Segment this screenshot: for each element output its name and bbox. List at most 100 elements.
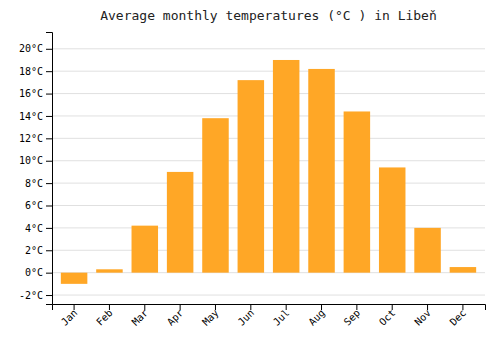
y-tick-mark [46,273,52,274]
x-tick-mark [250,304,251,310]
y-axis-line [46,33,53,305]
y-tick: -2°C [19,290,52,301]
x-tick-mark [392,304,393,310]
x-tick-mark [286,304,287,310]
x-tick-mark [74,304,75,310]
y-tick-mark [46,138,52,139]
bar [273,60,300,273]
x-axis-line [53,305,486,311]
bar [238,80,265,273]
bar [379,167,406,272]
y-tick-mark [46,250,52,251]
x-tick-label: Apr [165,307,186,328]
bar [61,273,88,284]
x-tick-label: Nov [412,307,433,328]
x-tick-label: Aug [306,307,327,328]
grid-line [52,295,485,296]
y-tick-mark [46,295,52,296]
x-tick: Mar [130,304,151,328]
x-tick-label: Sep [342,307,363,328]
grid-line [52,71,485,72]
bar [450,267,477,273]
y-tick: 20°C [19,43,52,54]
y-tick-label: 10°C [19,155,43,166]
x-tick-mark [109,304,110,310]
y-tick-label: 18°C [19,66,43,77]
grid-line [52,138,485,139]
y-tick-label: 16°C [19,88,43,99]
bar [202,118,229,272]
y-tick-mark [46,161,52,162]
bar [344,111,371,272]
y-tick-label: 20°C [19,43,43,54]
x-tick-mark [215,304,216,310]
x-tick-mark [356,304,357,310]
y-tick-mark [46,94,52,95]
x-axis: Jan Feb Mar Apr May Jun Jul Aug Sep Oct Nov Dec [53,304,486,328]
grid-line [52,205,485,206]
x-tick-mark [462,304,463,310]
x-tick: Dec [448,304,469,328]
x-tick: Feb [94,304,115,328]
y-tick-label: 12°C [19,133,43,144]
x-tick-mark [144,304,145,310]
bar [96,269,123,272]
y-tick-mark [46,71,52,72]
y-tick-label: 0°C [25,267,43,278]
y-tick-label: 2°C [25,245,43,256]
y-tick: 12°C [19,133,52,144]
bar [414,228,441,273]
x-tick-mark [321,304,322,310]
x-tick-label: Dec [448,307,469,328]
x-tick: Nov [412,304,433,328]
y-tick: 10°C [19,155,52,166]
bars [61,60,476,284]
title: Average monthly temperatures (°C ) in Li… [100,8,437,23]
x-tick-label: Oct [377,307,398,328]
x-tick-label: Jun [236,307,257,328]
y-tick-label: 4°C [25,223,43,234]
x-tick: Jul [271,304,292,328]
y-tick: 18°C [19,66,52,77]
y-tick-mark [46,49,52,50]
y-tick-mark [46,228,52,229]
bar [132,226,159,273]
chart: -2°C 0°C 2°C 4°C 6°C 8°C 10°C 12°C 14°C 16°C 18°C 2… [0,0,500,350]
grid-line [52,183,485,184]
grid-line [52,93,485,94]
y-tick-label: -2°C [19,290,43,301]
grid-line [52,48,485,49]
x-tick-mark [427,304,428,310]
y-tick: 16°C [19,88,52,99]
x-tick-label: Jan [59,307,80,328]
grid-line [52,115,485,116]
x-tick-label: Jul [271,307,292,328]
x-tick: May [200,304,221,328]
x-tick: Sep [342,304,363,328]
x-tick: Jun [236,304,257,328]
x-tick: Jan [59,304,80,328]
y-tick: 8°C [25,178,52,189]
y-tick: 14°C [19,111,52,122]
grid [52,49,485,295]
y-tick-label: 6°C [25,200,43,211]
x-tick-label: Feb [94,307,115,328]
x-tick-mark [180,304,181,310]
grid-line [52,160,485,161]
x-tick: Oct [377,304,398,328]
x-tick-label: May [200,307,221,328]
y-axis: -2°C 0°C 2°C 4°C 6°C 8°C 10°C 12°C 14°C 16°C 18°C 2… [19,33,53,305]
bar [308,69,335,273]
x-tick-label: Mar [130,307,151,328]
y-tick: 4°C [25,223,52,234]
y-tick-label: 14°C [19,111,43,122]
x-tick: Apr [165,304,186,328]
y-tick: 0°C [25,267,52,278]
y-tick: 6°C [25,200,52,211]
bar [167,172,194,273]
y-tick: 2°C [25,245,52,256]
plot: -2°C 0°C 2°C 4°C 6°C 8°C 10°C 12°C 14°C 16°C 18°C 2… [19,33,486,328]
y-tick-mark [46,183,52,184]
x-tick: Aug [306,304,327,328]
y-tick-label: 8°C [25,178,43,189]
